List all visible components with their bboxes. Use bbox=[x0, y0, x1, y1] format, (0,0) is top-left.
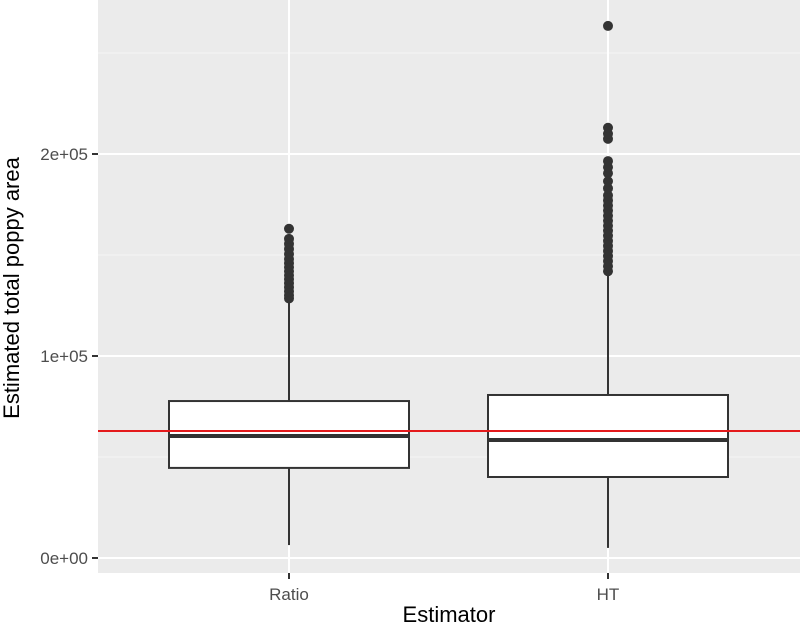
outlier-point bbox=[603, 122, 613, 133]
box-ht bbox=[487, 20, 729, 548]
outlier-point bbox=[603, 190, 613, 201]
iqr-box bbox=[487, 393, 729, 478]
y-tick-label: 1e+05 bbox=[40, 347, 88, 366]
outlier-point bbox=[284, 223, 294, 234]
y-axis-title: Estimated total poppy area bbox=[0, 156, 24, 418]
y-tick-label: 0e+00 bbox=[40, 549, 88, 568]
x-tick-label: Ratio bbox=[269, 585, 309, 604]
outlier-point bbox=[603, 156, 613, 167]
plot-panel bbox=[98, 0, 800, 573]
outlier-point bbox=[603, 176, 613, 187]
x-axis-title: Estimator bbox=[403, 602, 496, 627]
x-axis: Ratio HT bbox=[269, 573, 619, 604]
x-tick-label: HT bbox=[597, 585, 620, 604]
outlier-point bbox=[603, 183, 613, 194]
outlier-point bbox=[284, 233, 294, 244]
y-axis: 0e+00 1e+05 2e+05 bbox=[40, 145, 98, 568]
y-tick-label: 2e+05 bbox=[40, 145, 88, 164]
outlier-point bbox=[603, 20, 613, 31]
box-ratio bbox=[168, 223, 410, 546]
boxplots bbox=[168, 20, 729, 548]
